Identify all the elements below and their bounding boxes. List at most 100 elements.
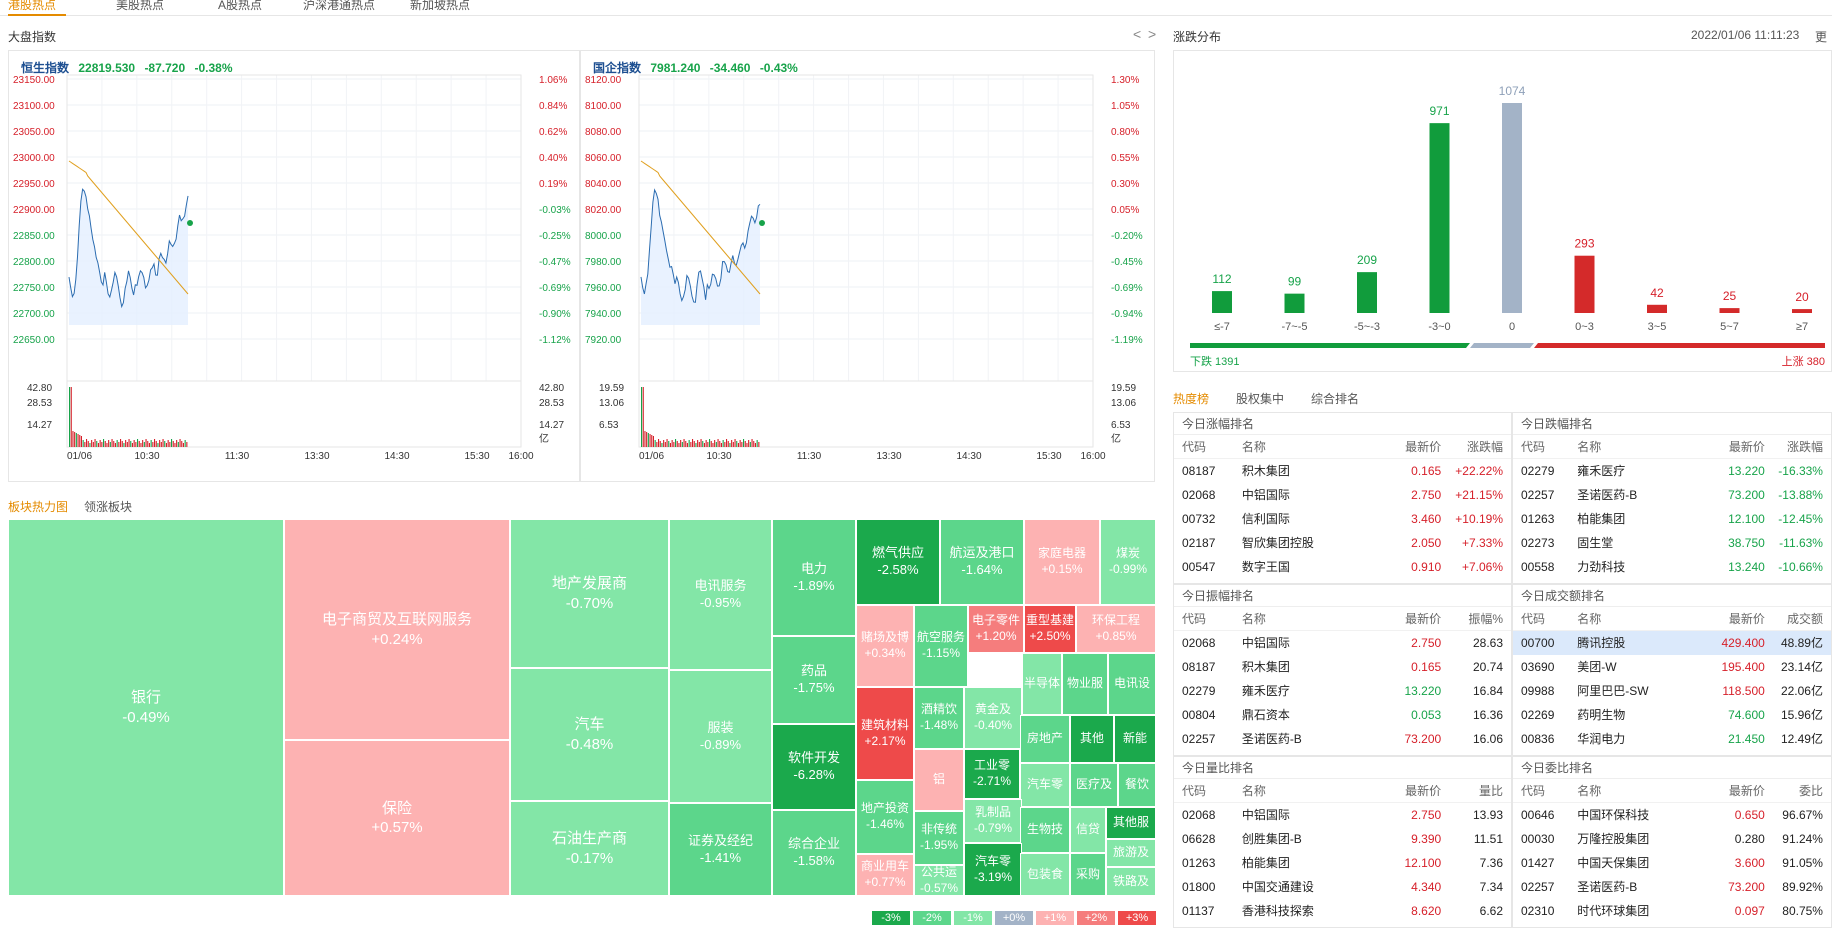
tab-us-hot[interactable]: 美股热点 — [116, 0, 165, 12]
index-next-button[interactable]: > — [1148, 26, 1157, 42]
sector-cell[interactable]: 家庭电器 +0.15% — [1024, 519, 1100, 605]
hsi-chart[interactable]: 23150.00 23100.00 23050.00 23000.00 22950.00… — [9, 51, 581, 483]
table-row[interactable]: 02279 雍禾医疗 13.220 16.84 — [1174, 679, 1511, 703]
sector-cell[interactable]: 信贷 — [1070, 807, 1106, 853]
stock-name[interactable]: 力劲科技 — [1577, 560, 1626, 574]
sector-cell[interactable]: 物业服 — [1062, 653, 1108, 715]
stock-name[interactable]: 华润电力 — [1577, 732, 1626, 746]
distribution-bar[interactable] — [1719, 308, 1740, 313]
sector-cell[interactable]: 电子零件 +1.20% — [968, 605, 1024, 653]
stock-name[interactable]: 鼎石资本 — [1241, 708, 1290, 722]
stock-name[interactable]: 积木集团 — [1241, 660, 1290, 674]
tab-connect-hot[interactable]: 沪深港通热点 — [303, 0, 376, 12]
distribution-bar[interactable] — [1574, 255, 1595, 313]
table-row[interactable]: 02257 圣诺医药-B 73.200 -13.88% — [1513, 483, 1831, 507]
stock-name[interactable]: 积木集团 — [1241, 464, 1290, 478]
sector-cell[interactable]: 综合企业 -1.58% — [772, 810, 856, 896]
stock-name[interactable]: 圣诺医药-B — [1577, 880, 1638, 894]
stock-name[interactable]: 数字王国 — [1241, 560, 1290, 574]
tab-overall-ranking[interactable]: 综合排名 — [1311, 392, 1360, 406]
distribution-bar[interactable] — [1357, 272, 1377, 313]
table-row[interactable]: 01263 柏能集团 12.100 -12.45% — [1513, 507, 1831, 531]
stock-name[interactable]: 中铝国际 — [1241, 808, 1290, 822]
sector-cell[interactable]: 餐饮 — [1118, 763, 1156, 807]
table-row[interactable]: 01800 中国交通建设 4.340 7.34 — [1174, 875, 1511, 899]
sector-cell[interactable]: 电力 -1.89% — [772, 519, 856, 636]
sector-cell[interactable]: 电讯设 — [1108, 653, 1156, 715]
table-row[interactable]: 08187 积木集团 0.165 +22.22% — [1174, 459, 1511, 483]
table-row[interactable]: 00732 信利国际 3.460 +10.19% — [1174, 507, 1511, 531]
distribution-bar[interactable] — [1284, 293, 1305, 313]
stock-name[interactable]: 柏能集团 — [1241, 856, 1290, 870]
stock-name[interactable]: 智欣集团控股 — [1241, 536, 1314, 550]
sector-cell[interactable]: 汽车 -0.48% — [510, 668, 669, 801]
sector-cell[interactable]: 航空服务 -1.15% — [914, 605, 968, 687]
stock-name[interactable]: 美团-W — [1577, 660, 1617, 674]
table-row[interactable]: 02187 智欣集团控股 2.050 +7.33% — [1174, 531, 1511, 555]
sector-cell[interactable]: 乳制品 -0.79% — [964, 799, 1022, 843]
table-row[interactable]: 02257 圣诺医药-B 73.200 89.92% — [1513, 875, 1831, 899]
stock-name[interactable]: 中铝国际 — [1241, 488, 1290, 502]
table-row[interactable]: 09988 阿里巴巴-SW 118.500 22.06亿 — [1513, 679, 1831, 703]
table-row[interactable]: 06628 创胜集团-B 9.390 11.51 — [1174, 827, 1511, 851]
tab-sg-hot[interactable]: 新加坡热点 — [410, 0, 471, 12]
sector-cell[interactable]: 银行 -0.49% — [8, 519, 284, 896]
sector-cell[interactable]: 服装 -0.89% — [669, 670, 772, 803]
sector-cell[interactable]: 商业用车 +0.77% — [856, 854, 914, 896]
sector-cell[interactable]: 包装食 — [1020, 853, 1070, 896]
sector-cell[interactable]: 房地产 — [1020, 715, 1070, 763]
table-row[interactable]: 01427 中国天保集团 3.600 91.05% — [1513, 851, 1831, 875]
sector-cell[interactable]: 工业零 -2.71% — [964, 749, 1020, 799]
stock-name[interactable]: 雍禾医疗 — [1577, 464, 1626, 478]
stock-name[interactable]: 圣诺医药-B — [1241, 732, 1302, 746]
tab-leading-sectors[interactable]: 领涨板块 — [84, 500, 133, 514]
sector-cell[interactable]: 医疗及 — [1070, 763, 1118, 807]
table-row[interactable]: 00836 华润电力 21.450 12.49亿 — [1513, 727, 1831, 751]
sector-cell[interactable]: 黄金及 -0.40% — [964, 687, 1022, 749]
tab-sector-heatmap[interactable]: 板块热力图 — [8, 500, 69, 514]
sector-cell[interactable]: 铁路及 — [1106, 867, 1156, 896]
stock-name[interactable]: 信利国际 — [1241, 512, 1290, 526]
distribution-bar[interactable] — [1502, 103, 1522, 313]
stock-name[interactable]: 香港科技探索 — [1241, 904, 1314, 918]
sector-cell[interactable]: 旅游及 — [1106, 839, 1156, 867]
stock-name[interactable]: 药明生物 — [1577, 708, 1626, 722]
sector-cell[interactable]: 重型基建 +2.50% — [1024, 605, 1076, 653]
stock-name[interactable]: 中铝国际 — [1241, 636, 1290, 650]
tab-equity-concentration[interactable]: 股权集中 — [1236, 392, 1285, 406]
stock-name[interactable]: 腾讯控股 — [1577, 636, 1626, 650]
index-prev-button[interactable]: < — [1133, 26, 1142, 42]
table-row[interactable]: 00558 力劲科技 13.240 -10.66% — [1513, 555, 1831, 579]
sector-cell[interactable]: 其他服 — [1106, 807, 1156, 839]
table-row[interactable]: 00646 中国环保科技 0.650 96.67% — [1513, 803, 1831, 827]
table-row[interactable]: 08187 积木集团 0.165 20.74 — [1174, 655, 1511, 679]
sector-cell[interactable]: 证券及经纪 -1.41% — [669, 803, 772, 896]
distribution-more-link[interactable]: 更 — [1815, 30, 1828, 44]
table-row[interactable]: 00700 腾讯控股 429.400 48.89亿 — [1513, 631, 1831, 655]
sector-cell[interactable]: 石油生产商 -0.17% — [510, 801, 669, 896]
table-row[interactable]: 02257 圣诺医药-B 73.200 16.06 — [1174, 727, 1511, 751]
sector-cell[interactable]: 软件开发 -6.28% — [772, 724, 856, 810]
table-row[interactable]: 02310 时代环球集团 0.097 80.75% — [1513, 899, 1831, 923]
stock-name[interactable]: 固生堂 — [1577, 536, 1614, 550]
sector-cell[interactable]: 电子商贸及互联网服务 +0.24% — [284, 519, 510, 740]
sector-cell[interactable]: 汽车零 -3.19% — [964, 843, 1022, 896]
table-row[interactable]: 02269 药明生物 74.600 15.96亿 — [1513, 703, 1831, 727]
stock-name[interactable]: 阿里巴巴-SW — [1577, 684, 1649, 698]
sector-cell[interactable]: 地产投资 -1.46% — [856, 780, 914, 854]
table-row[interactable]: 02279 雍禾医疗 13.220 -16.33% — [1513, 459, 1831, 483]
table-row[interactable]: 00547 数字王国 0.910 +7.06% — [1174, 555, 1511, 579]
stock-name[interactable]: 中国环保科技 — [1577, 808, 1650, 822]
tab-hk-hot[interactable]: 港股热点 — [8, 0, 57, 12]
sector-cell[interactable]: 航运及港口 -1.64% — [940, 519, 1024, 605]
table-row[interactable]: 02068 中铝国际 2.750 28.63 — [1174, 631, 1511, 655]
sector-cell[interactable]: 汽车零 — [1020, 763, 1070, 807]
sector-cell[interactable]: 铝 — [914, 749, 964, 811]
table-row[interactable]: 00804 鼎石资本 0.053 16.36 — [1174, 703, 1511, 727]
distribution-bar[interactable] — [1792, 309, 1812, 313]
sector-cell[interactable]: 地产发展商 -0.70% — [510, 519, 669, 668]
sector-cell[interactable]: 环保工程 +0.85% — [1076, 605, 1156, 653]
tab-hot-ranking[interactable]: 热度榜 — [1173, 392, 1210, 406]
sector-cell[interactable]: 公共运 -0.57% — [914, 865, 964, 896]
sector-cell[interactable]: 煤炭 -0.99% — [1100, 519, 1156, 605]
